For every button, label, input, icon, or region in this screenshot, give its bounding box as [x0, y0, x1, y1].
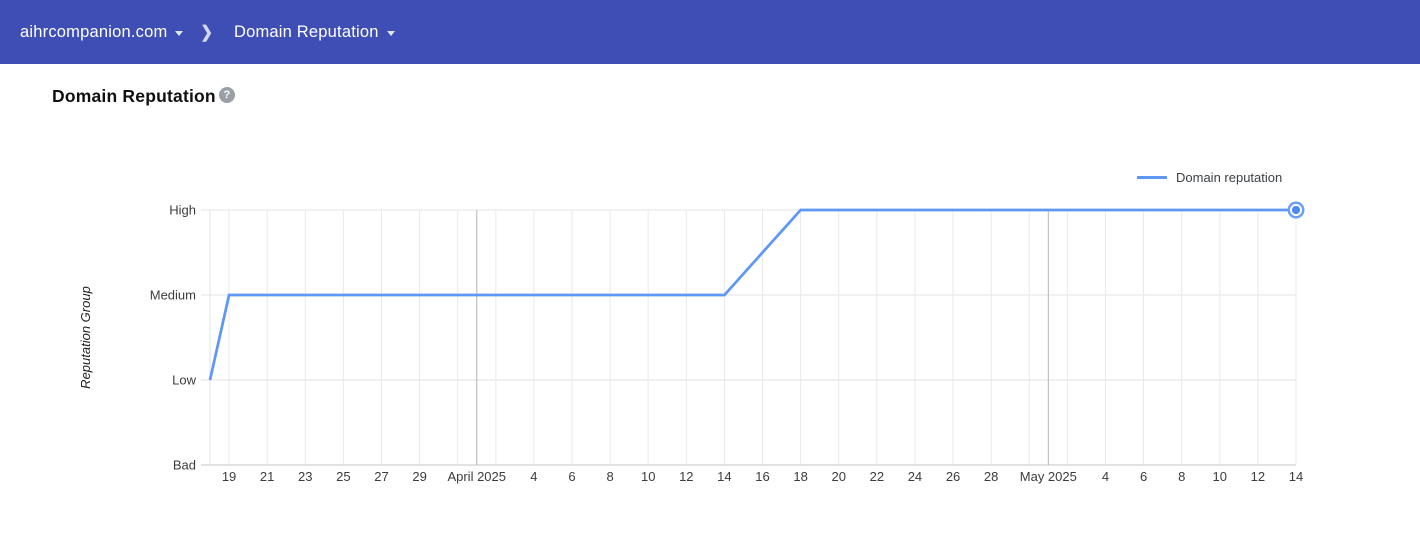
svg-text:Bad: Bad [173, 458, 196, 473]
svg-text:10: 10 [1213, 469, 1227, 484]
dropdown-caret-icon [386, 30, 395, 36]
svg-text:16: 16 [755, 469, 769, 484]
svg-text:23: 23 [298, 469, 312, 484]
chart-legend: Domain reputation [1137, 170, 1282, 185]
svg-text:6: 6 [1140, 469, 1147, 484]
domain-selector-label: aihrcompanion.com [20, 22, 168, 41]
svg-text:14: 14 [717, 469, 731, 484]
svg-text:19: 19 [222, 469, 236, 484]
svg-text:8: 8 [1178, 469, 1185, 484]
svg-text:21: 21 [260, 469, 274, 484]
breadcrumb-chevron-icon: ❯ [200, 23, 213, 42]
svg-text:Low: Low [172, 373, 196, 388]
legend-label: Domain reputation [1176, 170, 1283, 185]
svg-text:22: 22 [870, 469, 884, 484]
svg-text:14: 14 [1289, 469, 1303, 484]
svg-text:Medium: Medium [150, 288, 196, 303]
svg-text:10: 10 [641, 469, 655, 484]
dropdown-caret-icon [175, 30, 184, 36]
svg-text:4: 4 [530, 469, 537, 484]
svg-text:25: 25 [336, 469, 350, 484]
svg-text:26: 26 [946, 469, 960, 484]
svg-text:8: 8 [606, 469, 613, 484]
svg-text:6: 6 [568, 469, 575, 484]
y-axis-title: Reputation Group [78, 286, 93, 389]
svg-text:28: 28 [984, 469, 998, 484]
svg-text:27: 27 [374, 469, 388, 484]
help-icon[interactable]: ? [218, 87, 235, 103]
header-bar: aihrcompanion.com ❯ Domain Reputation [0, 0, 1420, 64]
dashboard-selector-label: Domain Reputation [233, 22, 379, 41]
legend-line-swatch [1137, 176, 1167, 179]
svg-text:20: 20 [832, 469, 846, 484]
page-title: Domain Reputation [52, 86, 216, 106]
reputation-line [208, 208, 1296, 381]
domain-reputation-chart[interactable]: Bad Low Medium High 19 21 23 25 27 29 April 2025 4 6… [0, 140, 1420, 530]
selected-data-point[interactable] [1291, 205, 1301, 215]
svg-text:4: 4 [1102, 469, 1109, 484]
svg-text:18: 18 [793, 469, 807, 484]
svg-text:12: 12 [1251, 469, 1265, 484]
svg-text:High: High [169, 203, 196, 218]
svg-text:24: 24 [908, 469, 922, 484]
page-title-row: Domain Reputation ? [52, 86, 235, 106]
svg-text:29: 29 [412, 469, 426, 484]
svg-text:April 2025: April 2025 [447, 469, 506, 484]
svg-text:May 2025: May 2025 [1020, 469, 1077, 484]
domain-selector-button[interactable]: aihrcompanion.com [20, 22, 184, 42]
dashboard-selector-button[interactable]: Domain Reputation [234, 23, 395, 42]
svg-text:12: 12 [679, 469, 693, 484]
